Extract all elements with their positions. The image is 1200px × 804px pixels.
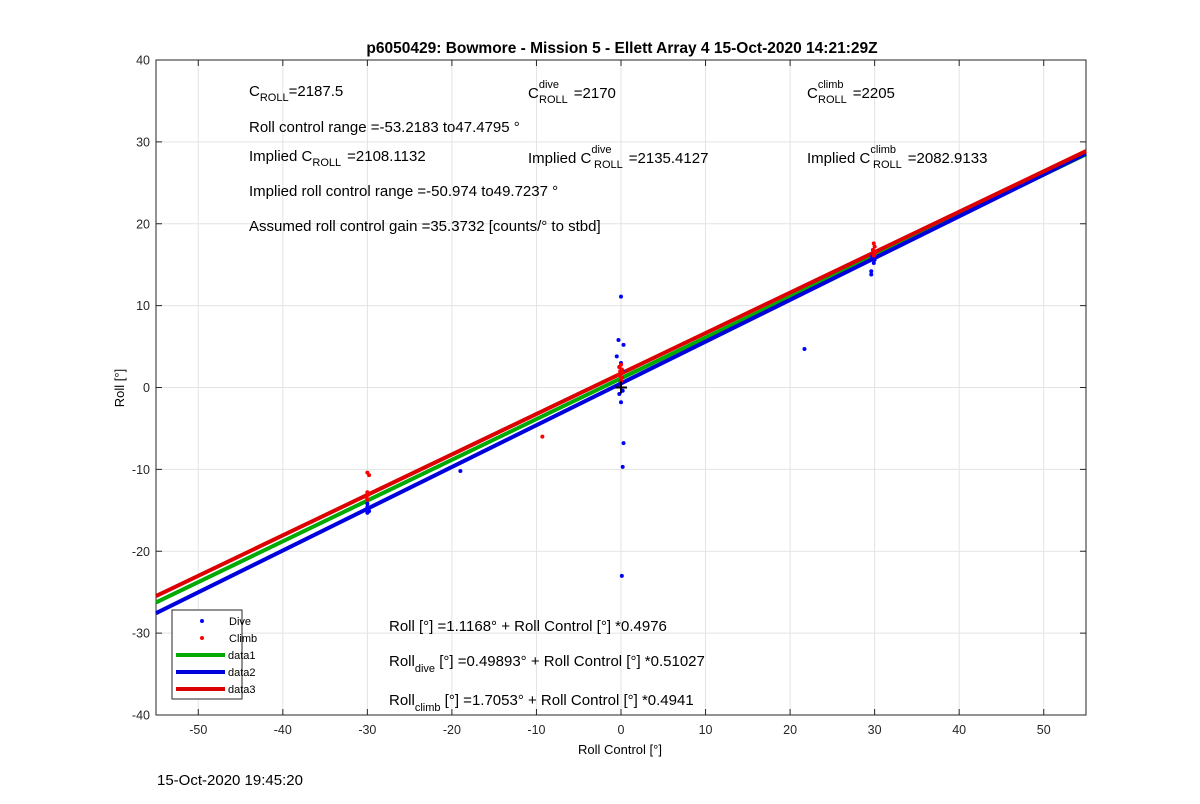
x-tick-label: 10: [699, 723, 713, 737]
point-dive: [365, 501, 370, 506]
point-dive: [616, 338, 621, 343]
point-dive: [802, 347, 807, 352]
tick-labels: -50 -40 -30 -20 -10 0 10 20 30 40 50 -40 -30 -20 -10 0 1…: [132, 54, 1086, 737]
point-dive: [458, 469, 463, 474]
y-axis-label: Roll [°]: [112, 369, 127, 407]
point-dive: [871, 261, 876, 266]
implied-c-roll-annotation: Implied CROLL =2108.1132: [249, 148, 426, 169]
x-tick-label: -50: [189, 723, 207, 737]
y-tick-label: 30: [136, 135, 150, 149]
point-dive: [621, 441, 626, 446]
point-dive: [619, 573, 624, 578]
c-roll-climb-annotation: Cclimb ROLL =2205: [807, 79, 895, 106]
y-tick-label: -30: [132, 627, 150, 641]
point-climb: [540, 434, 545, 439]
y-tick-label: 20: [136, 217, 150, 231]
implied-c-roll-dive-annotation: Implied Cdive ROLL =2135.4127: [528, 144, 708, 171]
fit-climb-annotation: Rollclimb [°] =1.7053° + Roll Control [°…: [389, 692, 694, 714]
x-tick-label: 20: [783, 723, 797, 737]
point-dive: [869, 269, 874, 274]
chart-title: p6050429: Bowmore - Mission 5 - Ellett A…: [366, 40, 878, 57]
x-tick-label: -10: [527, 723, 545, 737]
origin-marker-layer: [615, 381, 627, 394]
point-dive: [872, 257, 877, 262]
legend-label-data1: data1: [228, 650, 256, 662]
y-tick-label: -20: [132, 545, 150, 559]
annotations: CROLL=2187.5 Cdive ROLL =2170 Cclimb ROLL =2…: [249, 79, 987, 714]
point-climb: [871, 241, 876, 246]
legend-label-climb: Climb: [229, 633, 257, 645]
legend-label-data3: data3: [228, 684, 256, 696]
point-climb: [620, 370, 625, 375]
point-climb: [616, 373, 621, 378]
point-climb: [870, 247, 875, 252]
point-climb: [365, 497, 370, 502]
footer-timestamp: 15-Oct-2020 19:45:20: [157, 772, 303, 789]
x-tick-label: 50: [1037, 723, 1051, 737]
legend-marker-dive: [200, 619, 204, 623]
x-tick-label: 40: [952, 723, 966, 737]
legend: Dive Climb data1 data2 data3: [171, 609, 257, 700]
x-tick-label: 0: [618, 723, 625, 737]
y-tick-label: -40: [132, 709, 150, 723]
x-tick-label: 30: [868, 723, 882, 737]
x-tick-label: -20: [443, 723, 461, 737]
point-dive: [367, 509, 372, 514]
c-roll-annotation: CROLL=2187.5: [249, 83, 343, 104]
point-dive: [869, 272, 874, 277]
point-dive: [614, 354, 619, 359]
point-climb: [873, 250, 878, 255]
x-tick-label: -40: [274, 723, 292, 737]
y-tick-label: 40: [136, 54, 150, 68]
y-tick-label: 0: [143, 381, 150, 395]
x-axis-label: Roll Control [°]: [578, 742, 662, 757]
c-roll-dive-annotation: Cdive ROLL =2170: [528, 79, 616, 106]
y-tick-label: -10: [132, 463, 150, 477]
fit-all-annotation: Roll [°] =1.1168° + Roll Control [°] *0.…: [389, 618, 667, 635]
legend-label-dive: Dive: [229, 616, 251, 628]
legend-marker-climb: [200, 636, 204, 640]
implied-range-annotation: Implied roll control range =-50.974 to49…: [249, 183, 558, 200]
point-climb: [617, 365, 622, 370]
point-dive: [619, 400, 623, 405]
implied-c-roll-climb-annotation: Implied Cclimb ROLL =2082.9133: [807, 144, 987, 171]
fit-dive-annotation: Rolldive [°] =0.49893° + Roll Control [°…: [389, 653, 705, 675]
x-tick-label: -30: [358, 723, 376, 737]
point-climb: [619, 375, 624, 380]
point-dive: [619, 294, 623, 299]
point-climb: [872, 244, 877, 249]
roll-range-annotation: Roll control range =-53.2183 to47.4795 °: [249, 119, 520, 136]
legend-label-data2: data2: [228, 667, 256, 679]
y-tick-label: 10: [136, 299, 150, 313]
point-dive: [620, 464, 625, 469]
point-dive: [621, 342, 626, 347]
point-climb: [367, 473, 372, 478]
gain-annotation: Assumed roll control gain =35.3732 [coun…: [249, 218, 601, 235]
point-climb: [871, 253, 876, 258]
